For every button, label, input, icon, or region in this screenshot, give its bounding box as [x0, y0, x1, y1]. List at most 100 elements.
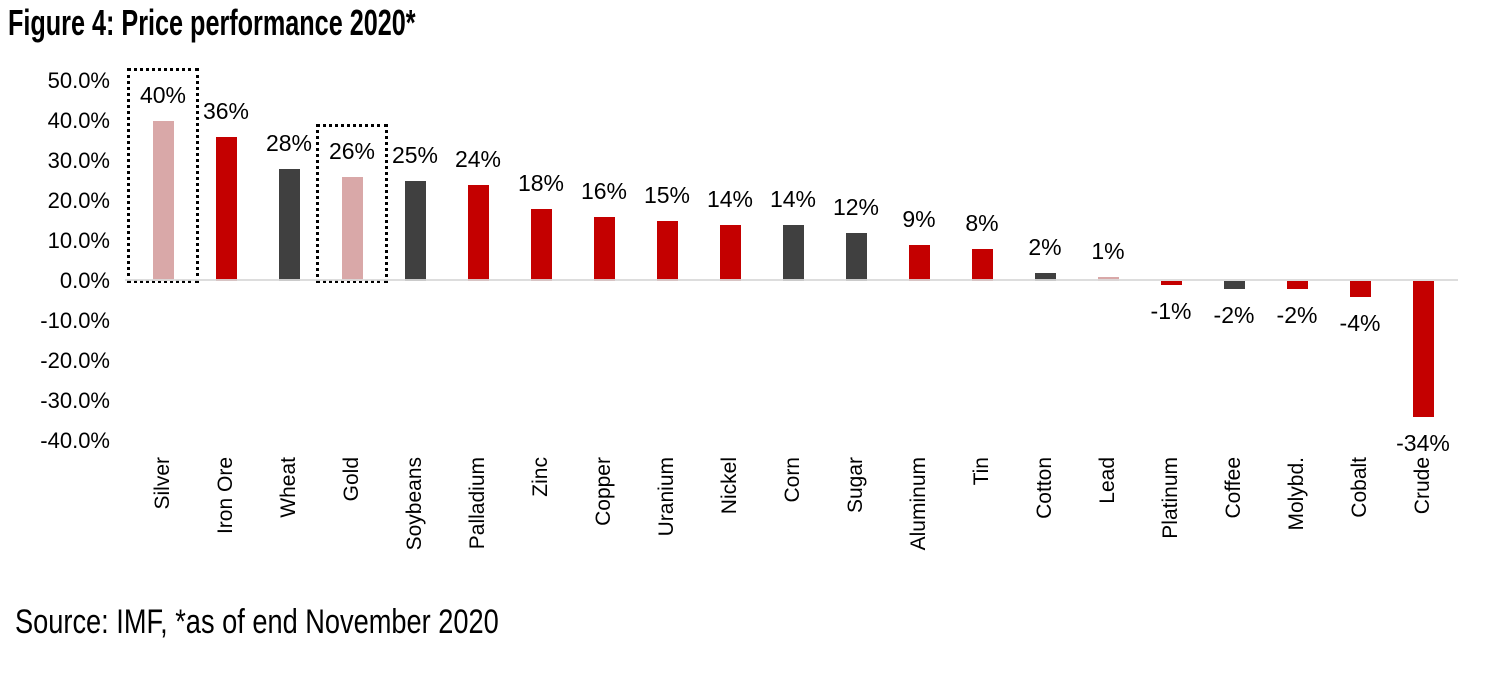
highlight-box-gold — [316, 124, 388, 283]
figure-title: Figure 4: Price performance 2020* — [8, 2, 416, 43]
category-label-cobalt: Cobalt — [1343, 457, 1377, 607]
category-label-text: Palladium — [466, 457, 489, 550]
category-label-iron-ore: Iron Ore — [209, 457, 243, 607]
value-label-wheat: 28% — [265, 130, 313, 156]
category-label-crude: Crude — [1406, 457, 1440, 607]
bar-crude — [1413, 281, 1434, 417]
y-tick-50-0: 50.0% — [47, 68, 110, 93]
bar-aluminum — [909, 245, 930, 281]
value-label-cobalt: -4% — [1339, 310, 1381, 336]
bar-wheat — [279, 169, 300, 281]
bar-soybeans — [405, 181, 426, 281]
category-label-text: Cotton — [1033, 457, 1056, 519]
bar-iron-ore — [216, 137, 237, 281]
value-label-gold: 26% — [328, 138, 376, 164]
bar-palladium — [468, 185, 489, 281]
bar-tin — [972, 249, 993, 281]
bar-zinc — [531, 209, 552, 281]
bar-silver — [153, 121, 174, 281]
category-label-platinum: Platinum — [1154, 457, 1188, 607]
value-label-copper: 16% — [580, 178, 628, 204]
y-tick-20-0: -20.0% — [40, 348, 110, 373]
bar-sugar — [846, 233, 867, 281]
category-label-tin: Tin — [965, 457, 999, 607]
value-label-uranium: 15% — [643, 182, 691, 208]
category-label-text: Crude — [1411, 457, 1434, 515]
category-label-text: Wheat — [277, 457, 300, 518]
category-label-text: Tin — [970, 457, 993, 486]
category-label-copper: Copper — [587, 457, 621, 607]
bar-copper — [594, 217, 615, 281]
value-label-platinum: -1% — [1150, 298, 1192, 324]
category-label-text: Lead — [1096, 457, 1119, 504]
y-tick-40-0: 40.0% — [47, 108, 110, 133]
value-label-molybd: -2% — [1276, 302, 1318, 328]
category-label-gold: Gold — [335, 457, 369, 607]
value-label-crude: -34% — [1396, 430, 1450, 456]
category-label-text: Coffee — [1222, 457, 1245, 519]
value-label-soybeans: 25% — [391, 142, 439, 168]
category-label-molybd: Molybd. — [1280, 457, 1314, 607]
category-label-nickel: Nickel — [713, 457, 747, 607]
source-note: Source: IMF, *as of end November 2020 — [15, 603, 499, 641]
value-label-lead: 1% — [1091, 238, 1125, 264]
value-label-palladium: 24% — [454, 146, 502, 172]
bar-platinum — [1161, 281, 1182, 285]
bar-gold — [342, 177, 363, 281]
bar-uranium — [657, 221, 678, 281]
category-label-text: Zinc — [529, 457, 552, 497]
y-tick-10-0: -10.0% — [40, 308, 110, 333]
value-label-nickel: 14% — [706, 186, 754, 212]
y-tick-0-0: 0.0% — [59, 268, 110, 293]
y-tick-10-0: 10.0% — [47, 228, 110, 253]
bar-nickel — [720, 225, 741, 281]
value-label-iron-ore: 36% — [202, 98, 250, 124]
y-tick-20-0: 20.0% — [47, 188, 110, 213]
y-tick-40-0: -40.0% — [40, 428, 110, 453]
category-label-text: Sugar — [844, 457, 867, 514]
category-label-coffee: Coffee — [1217, 457, 1251, 607]
category-label-text: Soybeans — [403, 457, 426, 551]
bar-cobalt — [1350, 281, 1371, 297]
category-label-cotton: Cotton — [1028, 457, 1062, 607]
y-tick-30-0: 30.0% — [47, 148, 110, 173]
bar-corn — [783, 225, 804, 281]
value-label-silver: 40% — [139, 82, 187, 108]
category-label-text: Copper — [592, 457, 615, 526]
category-label-soybeans: Soybeans — [398, 457, 432, 607]
y-tick-30-0: -30.0% — [40, 388, 110, 413]
category-label-palladium: Palladium — [461, 457, 495, 607]
value-label-cotton: 2% — [1028, 234, 1062, 260]
category-label-text: Cobalt — [1348, 457, 1371, 518]
category-label-uranium: Uranium — [650, 457, 684, 607]
zero-axis-line — [125, 279, 1458, 281]
category-label-zinc: Zinc — [524, 457, 558, 607]
category-label-text: Aluminum — [907, 457, 930, 551]
category-label-silver: Silver — [146, 457, 180, 607]
value-label-aluminum: 9% — [902, 206, 936, 232]
category-label-aluminum: Aluminum — [902, 457, 936, 607]
category-label-sugar: Sugar — [839, 457, 873, 607]
bar-coffee — [1224, 281, 1245, 289]
category-label-lead: Lead — [1091, 457, 1125, 607]
category-label-text: Gold — [340, 457, 363, 502]
value-label-coffee: -2% — [1213, 302, 1255, 328]
bar-molybd — [1287, 281, 1308, 289]
category-label-text: Corn — [781, 457, 804, 503]
category-label-text: Platinum — [1159, 457, 1182, 539]
value-label-zinc: 18% — [517, 170, 565, 196]
value-label-sugar: 12% — [832, 194, 880, 220]
category-label-text: Uranium — [655, 457, 678, 537]
category-label-text: Nickel — [718, 457, 741, 515]
category-label-text: Silver — [151, 457, 174, 510]
category-label-wheat: Wheat — [272, 457, 306, 607]
category-label-text: Molybd. — [1285, 457, 1308, 531]
value-label-corn: 14% — [769, 186, 817, 212]
category-label-corn: Corn — [776, 457, 810, 607]
highlight-box-silver — [127, 68, 199, 283]
category-label-text: Iron Ore — [214, 457, 237, 535]
bar-cotton — [1035, 273, 1056, 281]
value-label-tin: 8% — [965, 210, 999, 236]
